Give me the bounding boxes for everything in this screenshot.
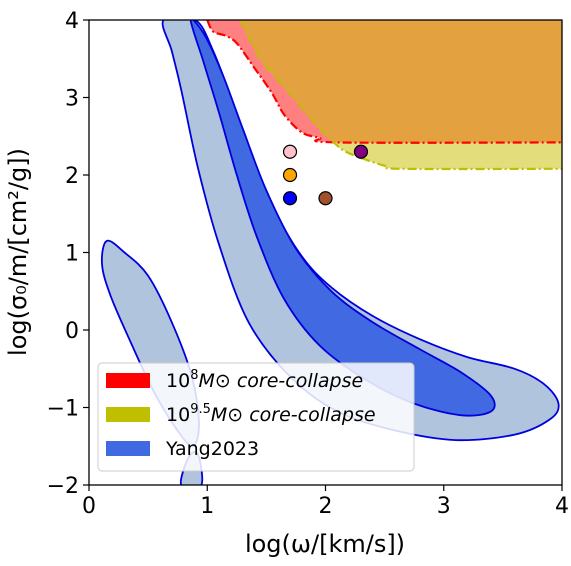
y-tick-label: 4	[65, 9, 79, 34]
region-overlap-fill	[240, 20, 562, 143]
y-tick-label: −1	[47, 397, 79, 422]
scatter-points	[282, 144, 369, 206]
point-0	[282, 144, 298, 159]
point-3	[318, 191, 333, 206]
point-4	[353, 144, 369, 159]
contour-1	[189, 20, 496, 417]
legend-swatch-0	[106, 373, 150, 388]
core-collapse-regions	[206, 20, 562, 171]
y-tick-label: 3	[65, 87, 79, 112]
x-tick-label: 4	[555, 494, 569, 519]
point-2	[282, 191, 298, 206]
region-1e8-boundary	[206, 20, 562, 144]
y-tick-label: −2	[47, 474, 79, 499]
y-tick-label: 2	[65, 164, 79, 189]
axis-ticks	[83, 19, 563, 491]
legend-label-2: Yang2023	[165, 438, 259, 460]
x-axis-label: log(ω/[km/s])	[245, 530, 405, 558]
x-tick-label: 0	[82, 494, 96, 519]
legend-label-0: 108M⊙ core-collapse	[166, 368, 363, 392]
point-1	[282, 167, 298, 183]
legend-box	[97, 362, 415, 472]
x-tick-label: 2	[319, 494, 333, 519]
legend-label-1: 109.5M⊙ core-collapse	[166, 402, 376, 426]
x-tick-label: 1	[200, 494, 214, 519]
legend-swatch-2	[106, 441, 150, 456]
tick-labels: 0 1 2 3 4 −2 −1 0 1 2 3 4	[47, 9, 569, 519]
y-tick-label: 0	[65, 319, 79, 344]
y-tick-label: 1	[65, 242, 79, 267]
x-tick-label: 3	[437, 494, 451, 519]
region-1e9.5-boundary	[239, 20, 562, 171]
legend-swatch-1	[106, 407, 150, 422]
y-axis-label: log(σ₀/m/[cm²/g])	[4, 148, 32, 356]
legend: 108M⊙ core-collapse 109.5M⊙ core-collapse…	[97, 362, 415, 472]
